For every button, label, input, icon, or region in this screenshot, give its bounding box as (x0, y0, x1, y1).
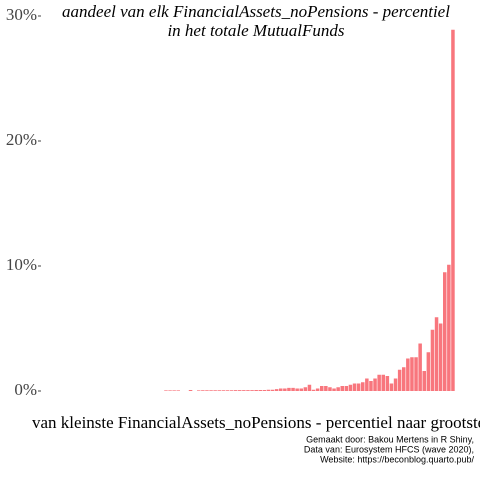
bar (303, 387, 308, 391)
bar (414, 357, 418, 391)
bar (365, 378, 369, 391)
y-tick-label: 30% (6, 5, 37, 24)
bar (385, 376, 390, 391)
bar (197, 390, 201, 391)
caption: Data van: Eurosystem HFCS (wave 2020), (304, 444, 474, 454)
bar (188, 390, 193, 391)
x-axis-label: van kleinste FinancialAssets_noPensions … (32, 413, 480, 432)
bar (172, 390, 176, 391)
bar (397, 369, 402, 391)
bar (348, 384, 353, 391)
bar (361, 382, 365, 391)
bar (238, 390, 242, 391)
bar (213, 390, 217, 391)
bar (389, 383, 394, 391)
bar (438, 323, 443, 391)
bar (225, 390, 230, 391)
bar (266, 389, 271, 391)
bar (447, 264, 451, 391)
bar (406, 358, 410, 391)
bar (340, 386, 344, 391)
bar (402, 367, 406, 391)
bar (274, 389, 279, 391)
bar (332, 388, 336, 391)
bar (422, 371, 426, 391)
chart-title: in het totale MutualFunds (167, 21, 344, 40)
y-tick-label: 20% (6, 130, 37, 149)
y-tick-label: 10% (6, 255, 37, 274)
bar (373, 378, 377, 391)
bar (443, 272, 447, 391)
bar (336, 387, 340, 391)
bar (201, 390, 205, 391)
bar (381, 374, 385, 391)
bar (270, 389, 275, 391)
bar (426, 352, 431, 391)
bar (262, 390, 267, 391)
bar (258, 390, 262, 391)
chart-title: aandeel van elk FinancialAssets_noPensio… (62, 2, 450, 21)
bar (315, 388, 320, 391)
bar (324, 386, 328, 391)
bar (246, 390, 250, 391)
bar (279, 388, 283, 391)
bar (205, 390, 209, 391)
bar (307, 384, 312, 391)
bar (242, 390, 246, 391)
bar (168, 390, 172, 391)
bar (233, 390, 238, 391)
bar (254, 390, 258, 391)
bar (209, 390, 213, 391)
bar (221, 390, 226, 391)
bar (295, 388, 299, 391)
y-tick-label: 0% (14, 380, 37, 399)
bar (356, 383, 361, 391)
bar (283, 388, 287, 391)
bar (430, 329, 435, 391)
bar (229, 390, 234, 391)
bar (434, 317, 439, 391)
bar (377, 374, 381, 391)
caption: Website: https://beconblog.quarto.pub/ (320, 454, 474, 464)
bar (299, 388, 303, 391)
bar (250, 390, 254, 391)
bar (410, 357, 414, 391)
bar (369, 381, 373, 391)
bar (176, 390, 180, 391)
bar (320, 386, 324, 391)
bar (344, 386, 349, 391)
caption: Gemaakt door: Bakou Mertens in R Shiny, (306, 434, 474, 444)
bar (311, 389, 316, 391)
bar (164, 390, 168, 391)
bar (418, 343, 422, 391)
bar (287, 387, 291, 391)
bar (217, 390, 221, 391)
bar (451, 29, 455, 391)
bar (352, 383, 357, 391)
bar (328, 387, 332, 391)
bar (393, 378, 398, 391)
bar (291, 387, 295, 391)
